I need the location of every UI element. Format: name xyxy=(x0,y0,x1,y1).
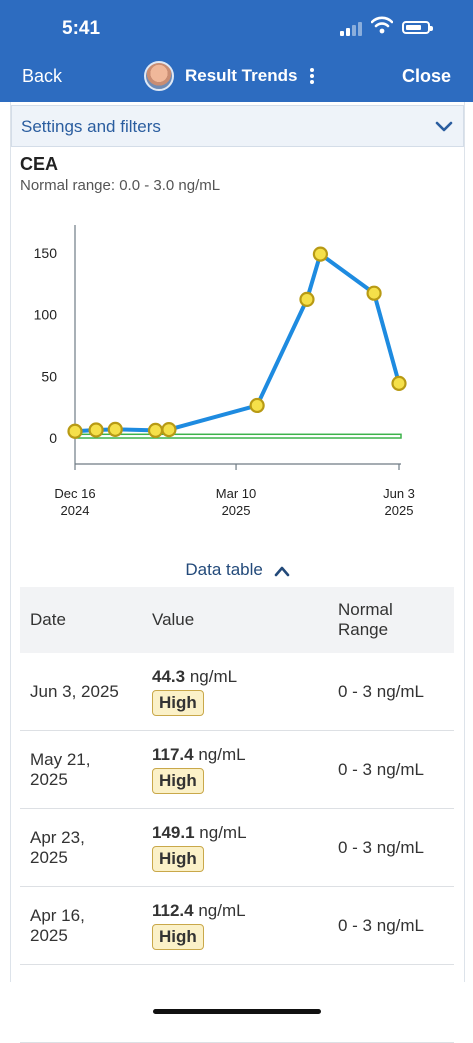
row-date: Apr 16, 2025 xyxy=(20,886,142,965)
table-header-row: Date Value Normal Range xyxy=(20,587,454,653)
x-tick-label: Jun 3 xyxy=(383,486,415,501)
header-normal-range: Normal Range xyxy=(328,587,454,653)
normal-range-text: Normal range: 0.0 - 3.0 ng/mL xyxy=(20,177,221,194)
row-date: May 21, 2025 xyxy=(20,730,142,809)
row-date-line-1: Apr 23, xyxy=(30,827,85,847)
back-button[interactable]: Back xyxy=(22,66,63,86)
row-normal-range: 0 - 3 ng/mL xyxy=(328,653,454,731)
x-tick-year: 2024 xyxy=(61,503,90,518)
data-point[interactable] xyxy=(391,375,407,391)
settings-filters-toggle[interactable]: Settings and filters xyxy=(11,105,464,147)
y-tick-label: 150 xyxy=(34,245,58,261)
row-value-unit: ng/mL xyxy=(198,745,246,764)
app-header: 5:41 Back Result Trends Close xyxy=(0,0,473,102)
data-point[interactable] xyxy=(249,397,265,414)
row-date: Jun 3, 2025 xyxy=(20,653,142,731)
row-value: 112.4 ng/mL High xyxy=(142,886,328,965)
row-value-unit: ng/mL xyxy=(189,667,238,686)
row-value-unit: ng/mL xyxy=(198,901,246,920)
row-normal-range: 0 - 3 ng/mL xyxy=(328,808,454,887)
table-row[interactable]: Apr 23, 2025 149.1 ng/mL High 0 - 3 ng/mL xyxy=(20,808,454,887)
data-point[interactable] xyxy=(312,246,328,262)
data-point[interactable] xyxy=(88,422,104,438)
table-row[interactable]: Apr 16, 2025 112.4 ng/mL High 0 - 3 ng/mL xyxy=(20,886,454,965)
data-table-toggle[interactable]: Data table xyxy=(11,560,464,580)
data-point[interactable] xyxy=(366,285,382,301)
test-name: CEA xyxy=(20,154,59,174)
result-card: Settings and filters CEA Normal range: 0… xyxy=(10,102,465,1043)
chevron-up-icon xyxy=(274,566,289,576)
high-flag-badge: High xyxy=(152,768,204,794)
page-title: Result Trends xyxy=(185,66,298,85)
x-tick-label: Dec 16 xyxy=(54,486,95,501)
row-normal-range: 0 - 3 ng/mL xyxy=(328,730,454,809)
avatar[interactable] xyxy=(144,61,174,91)
chevron-down-icon xyxy=(435,121,453,132)
row-value-number: 112.4 xyxy=(152,901,194,920)
more-options-icon[interactable] xyxy=(308,66,316,86)
high-flag-badge: High xyxy=(152,846,204,872)
row-value-number: 117.4 xyxy=(152,745,194,764)
row-value-unit: ng/mL xyxy=(199,823,247,842)
y-tick-label: 100 xyxy=(34,307,58,323)
row-date-line-2: 2025 xyxy=(30,769,68,789)
series-line xyxy=(74,252,401,434)
table-row[interactable]: Jun 3, 2025 44.3 ng/mL High 0 - 3 ng/mL xyxy=(20,653,454,731)
wifi-icon xyxy=(371,16,393,34)
row-date-line-2: 2025 xyxy=(30,925,68,945)
high-flag-badge: High xyxy=(152,924,204,950)
home-indicator xyxy=(153,1009,321,1014)
row-value-number: 44.3 xyxy=(152,667,186,686)
data-point[interactable] xyxy=(147,422,164,438)
row-value: 117.4 ng/mL High xyxy=(142,730,328,809)
cellular-signal-icon xyxy=(340,22,364,36)
row-normal-range: 0 - 3 ng/mL xyxy=(328,886,454,965)
trend-chart: 0 50 100 150 Dec 16 2024 Mar 10 2025 Jun 3 2025 xyxy=(34,225,415,518)
row-date-line-2: 2025 xyxy=(30,847,68,867)
high-flag-badge: High xyxy=(152,690,204,716)
settings-filters-label: Settings and filters xyxy=(21,117,161,136)
status-time: 5:41 xyxy=(62,18,101,39)
row-date-line-1: Jun 3, 2025 xyxy=(30,681,119,701)
data-point[interactable] xyxy=(67,423,83,439)
row-date: Apr 23, 2025 xyxy=(20,808,142,887)
x-tick-year: 2025 xyxy=(385,503,414,518)
y-tick-label: 50 xyxy=(41,368,57,384)
row-value: 149.1 ng/mL High xyxy=(142,808,328,887)
x-tick-year: 2025 xyxy=(222,503,251,518)
data-point[interactable] xyxy=(299,291,315,307)
y-tick-label: 0 xyxy=(49,430,57,446)
row-value: 44.3 ng/mL High xyxy=(142,653,328,731)
battery-icon xyxy=(402,21,433,34)
data-point[interactable] xyxy=(161,422,177,438)
row-value-number: 149.1 xyxy=(152,823,195,842)
data-table-toggle-label: Data table xyxy=(185,560,263,579)
normal-range-band xyxy=(74,433,402,439)
header-range-line-2: Range xyxy=(338,620,389,639)
results-table: Date Value Normal Range Jun 3, 2025 44.3 … xyxy=(20,587,454,1043)
x-tick-label: Mar 10 xyxy=(216,486,256,501)
row-date-line-1: Apr 16, xyxy=(30,905,85,925)
data-point[interactable] xyxy=(107,421,123,437)
row-date-line-1: May 21, xyxy=(30,749,91,769)
table-row[interactable]: May 21, 2025 117.4 ng/mL High 0 - 3 ng/mL xyxy=(20,730,454,809)
bottom-safe-area xyxy=(0,985,473,1024)
close-button[interactable]: Close xyxy=(401,66,451,86)
header-date: Date xyxy=(20,587,142,653)
header-value: Value xyxy=(142,587,328,653)
header-range-line-1: Normal xyxy=(338,600,393,619)
